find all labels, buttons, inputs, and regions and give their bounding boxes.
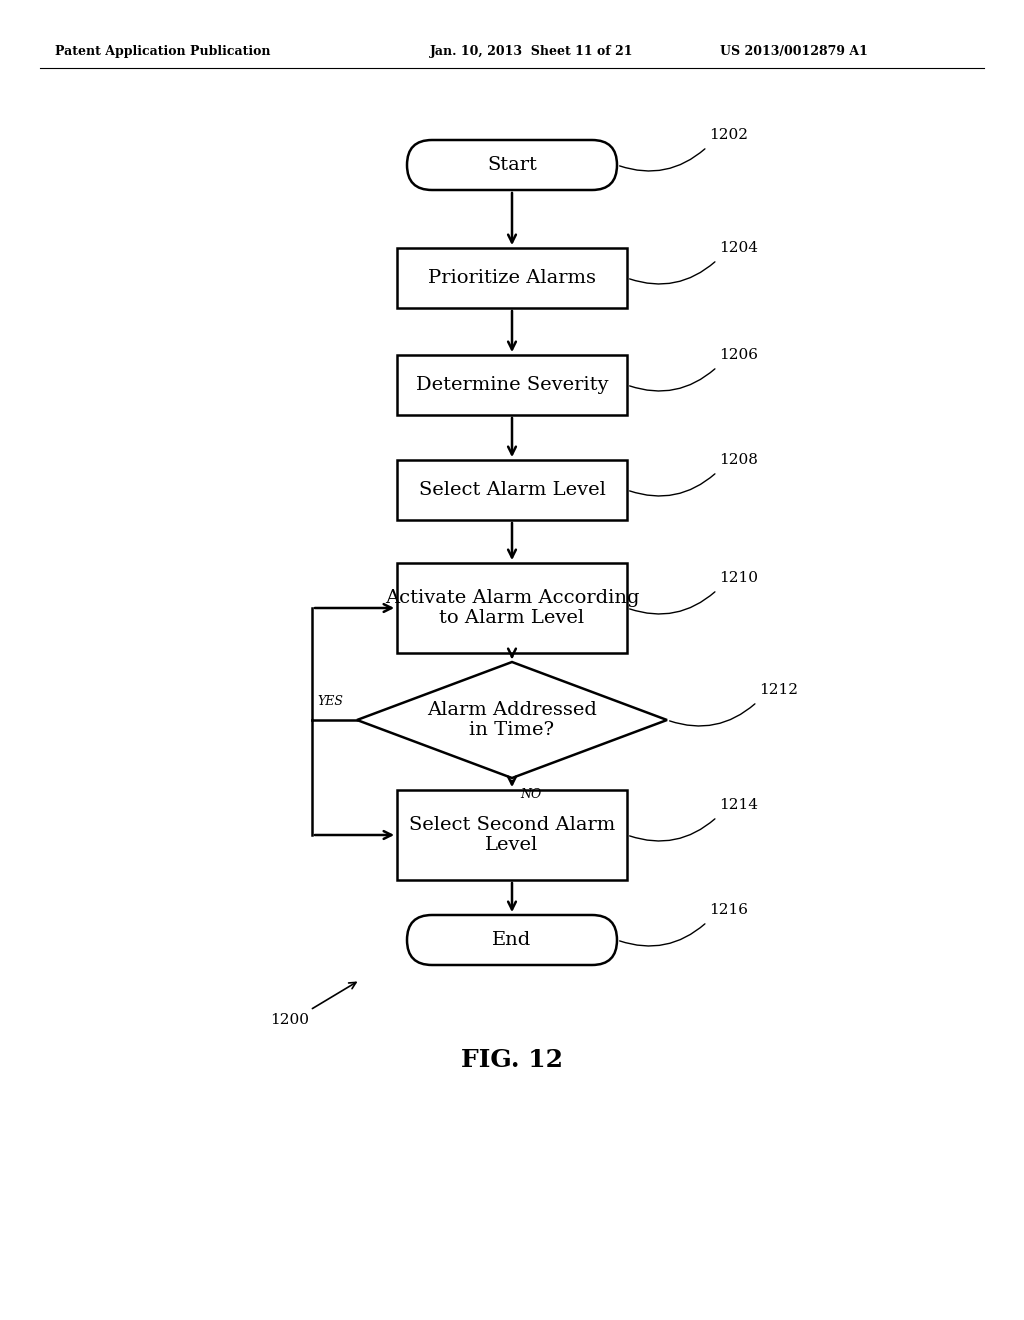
Text: Jan. 10, 2013  Sheet 11 of 21: Jan. 10, 2013 Sheet 11 of 21 (430, 45, 634, 58)
Text: US 2013/0012879 A1: US 2013/0012879 A1 (720, 45, 868, 58)
Text: 1200: 1200 (270, 1012, 309, 1027)
Text: Activate Alarm According
to Alarm Level: Activate Alarm According to Alarm Level (385, 589, 639, 627)
Bar (397, 564, 627, 653)
Text: 1212: 1212 (759, 682, 798, 697)
Text: FIG. 12: FIG. 12 (461, 1048, 563, 1072)
Text: 1214: 1214 (719, 799, 758, 812)
Text: 1202: 1202 (709, 128, 748, 143)
Text: 1204: 1204 (719, 242, 758, 255)
Text: Start: Start (487, 156, 537, 174)
Text: 1208: 1208 (719, 453, 758, 467)
Text: 1206: 1206 (719, 348, 758, 362)
FancyBboxPatch shape (407, 140, 617, 190)
Text: Select Second Alarm
Level: Select Second Alarm Level (409, 816, 615, 854)
Text: Select Alarm Level: Select Alarm Level (419, 480, 605, 499)
Polygon shape (357, 663, 667, 777)
Bar (397, 248, 627, 308)
Text: 1210: 1210 (719, 572, 758, 585)
FancyBboxPatch shape (407, 915, 617, 965)
Bar (397, 459, 627, 520)
Text: Patent Application Publication: Patent Application Publication (55, 45, 270, 58)
Text: 1216: 1216 (709, 903, 748, 917)
Text: YES: YES (317, 696, 343, 708)
Bar (397, 789, 627, 880)
Bar (397, 355, 627, 414)
Text: NO: NO (520, 788, 542, 801)
Text: Determine Severity: Determine Severity (416, 376, 608, 393)
Text: End: End (493, 931, 531, 949)
Text: Prioritize Alarms: Prioritize Alarms (428, 269, 596, 286)
Text: Alarm Addressed
in Time?: Alarm Addressed in Time? (427, 701, 597, 739)
